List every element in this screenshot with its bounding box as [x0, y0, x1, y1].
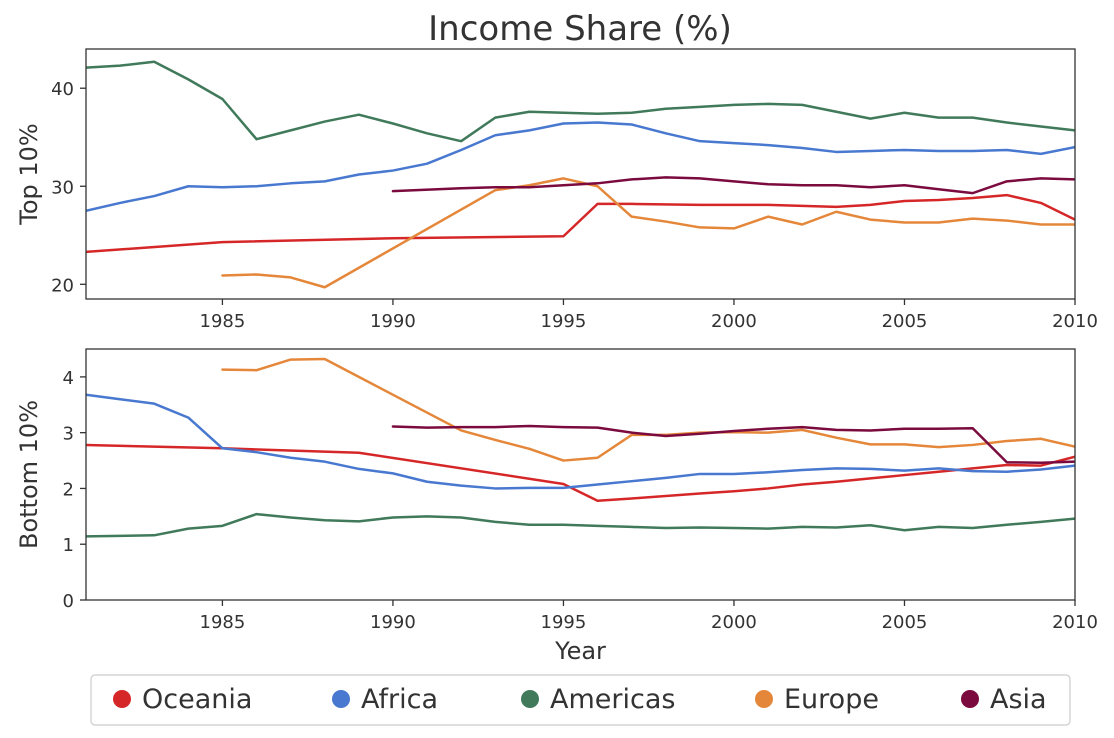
y-tick-label: 20 [51, 275, 74, 296]
legend-label-europe: Europe [784, 684, 879, 715]
x-tick-label: 1990 [370, 311, 416, 332]
series-group [86, 357, 1075, 538]
chart-title: Income Share (%) [428, 9, 732, 49]
panel-bottom: 1985 1990 1995 2000 2005 2010 0 1 2 3 4 Bottom 10% Y… [15, 348, 1098, 665]
plot-frame-top [85, 48, 1076, 300]
legend-item-asia: Asia [961, 684, 1047, 715]
x-tick-label: 2005 [882, 311, 928, 332]
x-tick-label: 1985 [200, 311, 246, 332]
legend-marker-americas [521, 690, 539, 708]
panel-top: 1985 1990 1995 2000 2005 2010 20 30 40 Top 10% [15, 48, 1098, 332]
x-tick-label: 2010 [1052, 612, 1098, 633]
legend-label-asia: Asia [990, 684, 1047, 715]
x-tick-label: 1990 [370, 612, 416, 633]
legend-item-americas: Americas [521, 684, 675, 715]
legend-marker-asia [961, 690, 979, 708]
legend-label-americas: Americas [550, 684, 675, 715]
x-tick-label: 2010 [1052, 311, 1098, 332]
plot-frame-bottom [85, 348, 1076, 601]
y-tick-label: 2 [63, 479, 74, 500]
legend-item-europe: Europe [755, 684, 879, 715]
legend-marker-europe [755, 690, 773, 708]
series-line-asia-bottom [391, 424, 1075, 465]
x-tick-label: 1985 [200, 612, 246, 633]
y-tick-label: 3 [63, 424, 74, 445]
series-line-oceania-top [86, 193, 1075, 254]
series-line-asia-top [391, 176, 1075, 195]
legend-marker-oceania [113, 690, 131, 708]
series-line-europe-bottom [221, 357, 1075, 462]
legend-item-oceania: Oceania [113, 684, 252, 715]
series-line-americas-bottom [86, 512, 1075, 538]
series-line-europe-top [221, 177, 1075, 289]
legend-marker-africa [332, 690, 350, 708]
y-axis-label-top: Top 10% [15, 123, 43, 225]
legend-label-africa: Africa [361, 684, 438, 715]
legend-item-africa: Africa [332, 684, 438, 715]
x-tick-label: 1995 [541, 612, 587, 633]
legend-label-oceania: Oceania [142, 684, 252, 715]
series-line-africa-bottom [86, 393, 1075, 490]
x-tick-label: 2000 [711, 311, 757, 332]
x-axis-label: Year [554, 637, 606, 665]
x-tick-label: 2000 [711, 612, 757, 633]
x-tick-label: 2005 [882, 612, 928, 633]
legend-frame [90, 674, 1071, 726]
x-tick-label: 1995 [541, 311, 587, 332]
series-group [86, 60, 1075, 289]
y-tick-label: 4 [63, 368, 74, 389]
y-tick-label: 30 [51, 177, 74, 198]
series-line-oceania-bottom [86, 443, 1075, 502]
series-line-africa-top [86, 121, 1075, 213]
y-axis-label-bottom: Bottom 10% [15, 400, 43, 549]
y-tick-label: 0 [63, 591, 74, 612]
series-line-americas-top [86, 60, 1075, 143]
legend: Oceania Africa Americas Europe Asia [90, 674, 1071, 726]
y-tick-label: 40 [51, 79, 74, 100]
y-tick-label: 1 [63, 535, 74, 556]
